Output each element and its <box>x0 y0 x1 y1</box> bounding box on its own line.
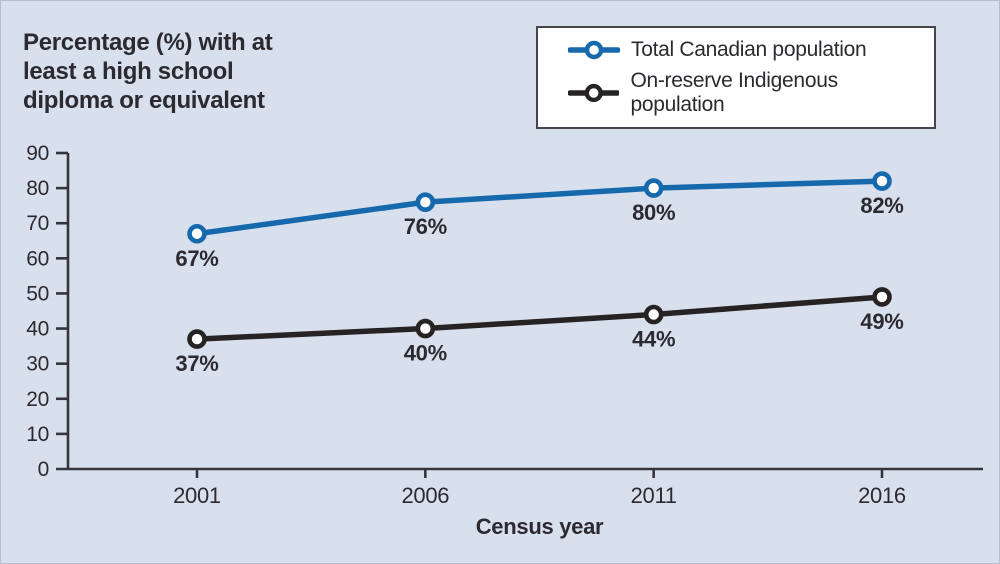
x-tick-label: 2016 <box>858 483 906 508</box>
y-tick-label: 20 <box>26 388 49 411</box>
data-point-label: 40% <box>404 341 447 366</box>
legend: Total Canadian population On-reserve Ind… <box>536 26 936 129</box>
x-tick-label: 2006 <box>401 483 449 508</box>
legend-label-on-reserve: On-reserve Indigenous population <box>630 69 838 117</box>
data-point-label: 44% <box>632 327 675 352</box>
data-point-label: 80% <box>632 200 675 225</box>
y-tick-label: 30 <box>26 353 49 376</box>
line-marker-icon <box>568 40 620 59</box>
y-axis-title: Percentage (%) with at least a high scho… <box>23 29 273 114</box>
y-tick-label: 0 <box>38 458 49 481</box>
data-point-label: 37% <box>175 351 218 376</box>
legend-item-on-reserve: On-reserve Indigenous population <box>568 69 934 117</box>
legend-label-total-canadian: Total Canadian population <box>631 37 867 61</box>
y-tick-label: 60 <box>26 247 49 270</box>
data-point <box>415 192 436 212</box>
data-point <box>872 171 892 191</box>
data-point <box>643 304 664 325</box>
y-tick-label: 50 <box>26 282 49 305</box>
series-line-0 <box>194 178 885 237</box>
y-tick-label: 10 <box>26 423 49 446</box>
data-point <box>187 329 207 349</box>
legend-item-total-canadian: Total Canadian population <box>568 38 934 62</box>
x-axis-label: Census year <box>475 514 604 539</box>
data-point-label: 76% <box>404 214 447 239</box>
data-point-label: 82% <box>860 193 903 218</box>
data-point <box>643 178 664 198</box>
y-tick-label: 40 <box>26 318 49 341</box>
data-point <box>872 287 892 307</box>
data-point-label: 67% <box>175 246 218 271</box>
data-point <box>187 223 207 244</box>
y-tick-label: 70 <box>26 212 49 235</box>
y-tick-label: 90 <box>26 142 49 165</box>
data-point-label: 49% <box>860 309 903 334</box>
series-line-1 <box>194 294 885 342</box>
data-point <box>415 318 436 339</box>
x-tick-label: 2011 <box>631 483 677 508</box>
line-marker-icon <box>568 84 620 103</box>
x-tick-label: 2001 <box>173 483 221 508</box>
y-tick-label: 80 <box>26 177 49 200</box>
